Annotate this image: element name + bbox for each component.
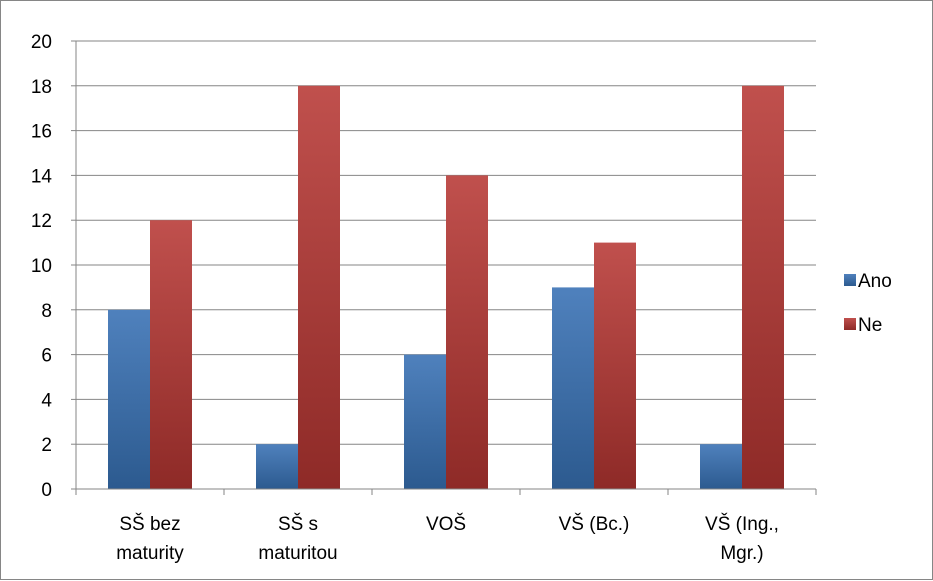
y-tick-label: 2 xyxy=(41,435,52,456)
legend-label-ne: Ne xyxy=(858,315,882,336)
bar-ne-2 xyxy=(446,175,488,489)
y-tick-label: 4 xyxy=(41,390,52,411)
labels: 0 2 4 6 8 10 12 14 16 18 20 SŠ bez maturity SŠ s matur… xyxy=(31,32,779,564)
x-tick-label: VOŠ xyxy=(426,513,466,535)
legend: Ano Ne xyxy=(844,271,892,336)
y-tick-label: 16 xyxy=(31,122,52,143)
x-tick-label: VŠ (Bc.) xyxy=(559,513,630,535)
bar-ne-3 xyxy=(594,242,636,489)
bar-ano-2 xyxy=(404,354,446,489)
x-tick-label: SŠ s maturitou xyxy=(258,513,337,564)
bar-ne-1 xyxy=(298,85,340,490)
bar-ne-4 xyxy=(742,85,784,490)
y-tick-label: 10 xyxy=(31,256,52,277)
legend-swatch-ano xyxy=(844,274,856,286)
y-tick-label: 12 xyxy=(31,211,52,232)
y-tick-label: 18 xyxy=(31,77,52,98)
x-tick-label: VŠ (Ing., Mgr.) xyxy=(705,513,779,564)
y-tick-label: 8 xyxy=(41,301,52,322)
y-tick-label: 0 xyxy=(41,480,52,501)
axes xyxy=(71,40,817,495)
bars xyxy=(108,85,784,490)
bar-ne-0 xyxy=(150,220,192,489)
bar-ano-1 xyxy=(256,444,298,489)
y-tick-label: 6 xyxy=(41,346,52,367)
y-tick-label: 14 xyxy=(31,166,53,187)
x-tick-label: SŠ bez maturity xyxy=(116,513,184,564)
y-tick-label: 20 xyxy=(31,32,52,53)
bar-ano-4 xyxy=(700,444,742,489)
legend-swatch-ne xyxy=(844,318,856,330)
bar-ano-3 xyxy=(552,287,594,489)
bar-ano-0 xyxy=(108,309,150,489)
legend-label-ano: Ano xyxy=(858,271,892,292)
